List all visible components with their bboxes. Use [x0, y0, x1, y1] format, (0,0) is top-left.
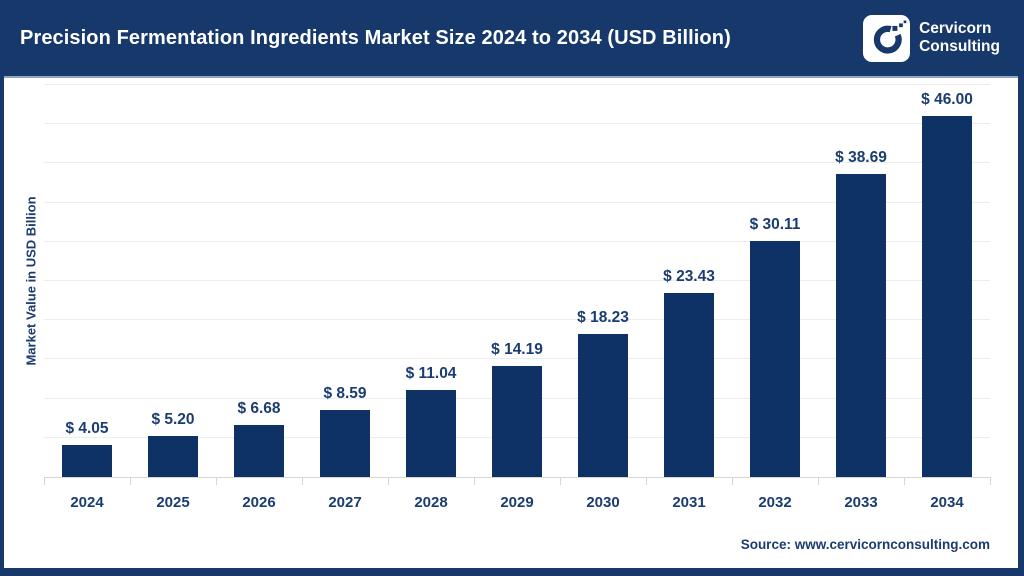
- bar-2034: [922, 116, 972, 477]
- bar-column-2024: $ 4.05 2024: [44, 85, 130, 511]
- x-axis-tick: [904, 477, 905, 485]
- gridline: [44, 280, 990, 281]
- x-axis-tick: [818, 477, 819, 485]
- plot-area: $ 4.05 2024 $ 5.20 2025 $ 6.68 2026 $ 8.59 2027…: [44, 84, 991, 511]
- x-axis-tick: [44, 477, 45, 485]
- x-axis-tick: [216, 477, 217, 485]
- bar-column-2025: $ 5.20 2025: [130, 85, 216, 511]
- x-axis-label-2025: 2025: [156, 494, 190, 511]
- gridline: [44, 123, 990, 125]
- bar-2032: [750, 240, 800, 477]
- x-axis-tick: [732, 477, 733, 485]
- x-axis-label-2028: 2028: [414, 494, 448, 511]
- x-axis-tick: [130, 477, 131, 485]
- x-axis-label-2033: 2033: [844, 494, 878, 511]
- cervicorn-c-icon: [863, 14, 911, 62]
- value-label-2033: $ 38.69: [835, 148, 887, 166]
- x-axis-label-2031: 2031: [672, 494, 706, 511]
- gridline: [44, 240, 990, 242]
- value-label-2032: $ 30.11: [749, 215, 801, 233]
- x-axis-label-2024: 2024: [70, 494, 104, 511]
- x-axis-label-2027: 2027: [328, 494, 362, 511]
- bar-2031: [664, 293, 714, 477]
- x-axis-tick: [646, 477, 647, 485]
- bar-2027: [320, 409, 370, 477]
- chart-title: Precision Fermentation Ingredients Marke…: [20, 26, 731, 49]
- x-axis-label-2034: 2034: [930, 494, 964, 511]
- brand-name: Cervicorn Consulting: [919, 20, 1000, 56]
- x-axis-tick: [560, 477, 561, 485]
- gridline: [44, 84, 990, 85]
- x-axis-label-2030: 2030: [586, 494, 620, 511]
- brand-name-line1: Cervicorn: [919, 20, 992, 38]
- bar-2033: [836, 173, 886, 477]
- bar-column-2031: $ 23.43 2031: [646, 85, 732, 511]
- x-axis-tick: [302, 477, 303, 485]
- bar-2025: [148, 436, 198, 477]
- x-axis-tick: [388, 477, 389, 485]
- x-axis-line: [44, 477, 990, 478]
- value-label-2025: $ 5.20: [151, 411, 195, 429]
- bar-column-2030: $ 18.23 2030: [560, 85, 646, 511]
- bar-2028: [406, 390, 456, 477]
- brand-name-line2: Consulting: [919, 38, 1000, 55]
- value-label-2024: $ 4.05: [65, 420, 109, 438]
- gridline: [44, 319, 990, 321]
- source-note: Source: www.cervicornconsulting.com: [740, 537, 990, 552]
- gridline: [44, 201, 990, 203]
- header-bar: Precision Fermentation Ingredients Marke…: [0, 0, 1024, 78]
- value-label-2027: $ 8.59: [323, 384, 367, 402]
- x-axis-tick: [474, 477, 475, 485]
- brand-logo: Cervicorn Consulting: [863, 14, 1000, 62]
- value-label-2030: $ 18.23: [577, 309, 629, 327]
- bar-2024: [62, 445, 112, 477]
- x-axis-tick: [990, 477, 991, 485]
- gridline: [44, 358, 990, 360]
- y-axis-label: Market Value in USD Billion: [23, 196, 39, 366]
- x-axis-label-2032: 2032: [758, 494, 792, 511]
- bar-2030: [578, 334, 628, 477]
- value-label-2031: $ 23.43: [663, 268, 715, 286]
- value-label-2029: $ 14.19: [491, 340, 543, 358]
- x-axis-label-2026: 2026: [242, 494, 276, 511]
- x-axis-label-2029: 2029: [500, 494, 534, 511]
- bar-column-2028: $ 11.04 2028: [388, 85, 474, 511]
- value-label-2026: $ 6.68: [237, 399, 281, 417]
- value-label-2028: $ 11.04: [405, 365, 457, 383]
- bar-column-2034: $ 46.00 2034: [904, 85, 990, 511]
- bar-column-2029: $ 14.19 2029: [474, 85, 560, 511]
- bar-column-2032: $ 30.11 2032: [732, 85, 818, 511]
- bar-column-2033: $ 38.69 2033: [818, 85, 904, 511]
- bar-column-2026: $ 6.68 2026: [216, 85, 302, 511]
- gridline: [44, 162, 990, 164]
- bar-2026: [234, 424, 284, 477]
- bar-2029: [492, 365, 542, 477]
- value-label-2034: $ 46.00: [921, 91, 973, 109]
- bar-column-2027: $ 8.59 2027: [302, 85, 388, 511]
